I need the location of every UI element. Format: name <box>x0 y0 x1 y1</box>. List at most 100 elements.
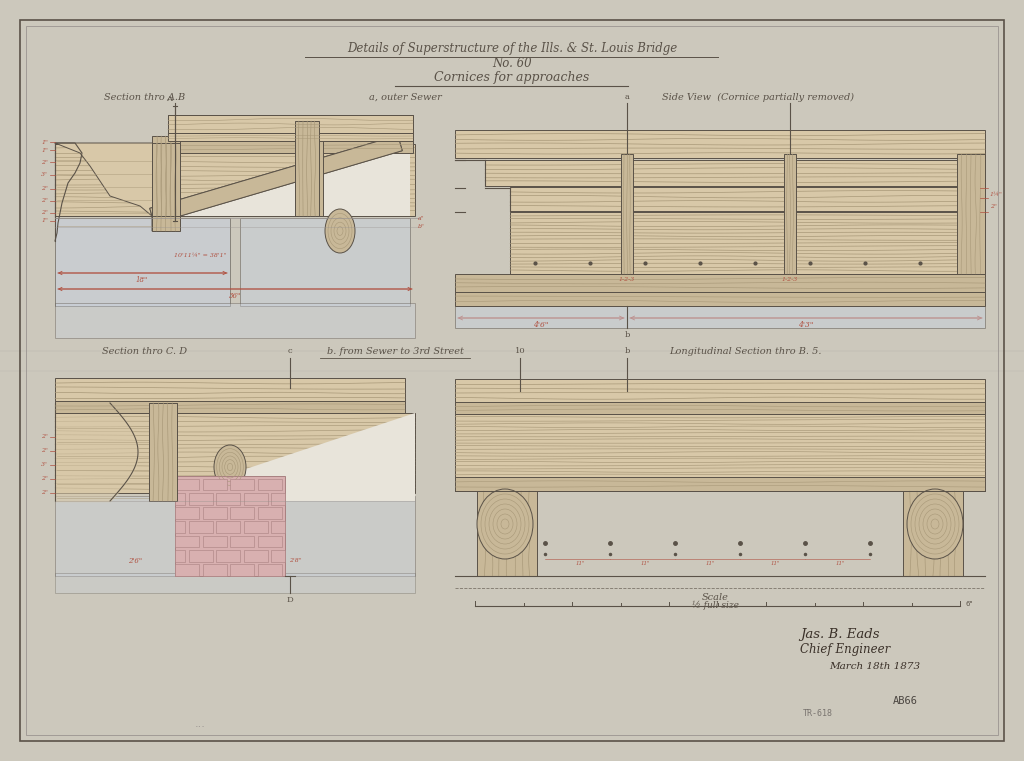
Bar <box>230 565 254 576</box>
Polygon shape <box>150 135 402 224</box>
Text: b. from Sewer to 3rd Street: b. from Sewer to 3rd Street <box>327 347 464 356</box>
Text: Section thro A.B: Section thro A.B <box>104 93 185 102</box>
Bar <box>295 121 319 216</box>
Text: 2": 2" <box>41 476 48 482</box>
Bar <box>230 479 254 490</box>
Bar <box>55 573 415 593</box>
Bar <box>455 477 985 491</box>
Text: 11": 11" <box>706 561 715 566</box>
Text: Longitudinal Section thro B. 5.: Longitudinal Section thro B. 5. <box>669 347 821 356</box>
Text: Cornices for approaches: Cornices for approaches <box>434 71 590 84</box>
Bar <box>216 493 241 505</box>
Polygon shape <box>150 135 402 224</box>
Text: 11": 11" <box>575 561 585 566</box>
Bar <box>168 141 413 153</box>
Text: b: b <box>625 331 630 339</box>
Text: 1-2-3: 1-2-3 <box>782 277 798 282</box>
Text: D: D <box>287 596 293 604</box>
Bar <box>903 491 963 576</box>
Text: ...: ... <box>195 719 206 729</box>
Text: 10: 10 <box>515 347 525 355</box>
Bar <box>244 521 268 533</box>
Bar <box>175 565 200 576</box>
Text: 2'8": 2'8" <box>289 559 301 563</box>
Bar <box>175 550 185 562</box>
Bar <box>957 154 985 274</box>
Text: March 18th 1873: March 18th 1873 <box>829 662 921 671</box>
Text: 2": 2" <box>41 160 48 164</box>
Bar <box>455 292 985 306</box>
Text: No. 60: No. 60 <box>493 57 531 70</box>
Bar <box>203 536 226 547</box>
Polygon shape <box>55 143 168 231</box>
Text: 1": 1" <box>41 148 48 152</box>
Text: ½ full size: ½ full size <box>691 601 738 610</box>
Text: Jas. B. Eads: Jas. B. Eads <box>800 628 880 641</box>
Bar <box>55 413 415 493</box>
Text: a": a" <box>418 215 425 221</box>
Bar <box>271 550 285 562</box>
Text: 6": 6" <box>965 601 973 607</box>
Text: Side View  (Cornice partially removed): Side View (Cornice partially removed) <box>662 93 854 102</box>
Bar <box>216 521 241 533</box>
Bar <box>257 507 282 519</box>
Ellipse shape <box>325 209 355 253</box>
Bar <box>244 493 268 505</box>
Bar <box>175 536 200 547</box>
Bar <box>271 493 285 505</box>
Bar <box>455 274 985 292</box>
Bar <box>150 403 177 501</box>
Bar <box>455 306 985 328</box>
Bar <box>203 565 226 576</box>
Text: 2": 2" <box>41 491 48 495</box>
Bar <box>295 116 323 216</box>
Bar <box>175 507 200 519</box>
Text: a: a <box>625 93 630 101</box>
Bar <box>203 479 226 490</box>
Bar <box>230 536 254 547</box>
Bar <box>230 507 254 519</box>
Bar <box>244 550 268 562</box>
Text: 11": 11" <box>836 561 845 566</box>
Text: b: b <box>625 347 630 355</box>
Ellipse shape <box>477 489 534 559</box>
Bar <box>152 136 180 231</box>
Text: A: A <box>166 95 172 103</box>
Text: TR-618: TR-618 <box>803 709 833 718</box>
Bar <box>485 160 985 186</box>
Text: 10'11¼" = 38'1": 10'11¼" = 38'1" <box>174 253 226 258</box>
Text: 4'3": 4'3" <box>799 321 814 329</box>
Text: Details of Superstructure of the Ills. & St. Louis Bridge: Details of Superstructure of the Ills. &… <box>347 42 677 55</box>
Text: 11": 11" <box>640 561 650 566</box>
Ellipse shape <box>907 489 963 559</box>
Bar <box>257 565 282 576</box>
Bar <box>188 550 213 562</box>
Text: 2": 2" <box>41 186 48 192</box>
Text: 3": 3" <box>41 463 48 467</box>
Bar <box>175 521 185 533</box>
Bar <box>621 154 633 274</box>
Bar <box>477 491 537 576</box>
Text: b": b" <box>418 224 425 230</box>
Bar <box>455 130 985 158</box>
Bar <box>240 218 410 306</box>
Text: 3": 3" <box>41 173 48 177</box>
Bar <box>55 303 415 338</box>
Text: AB66: AB66 <box>893 696 918 706</box>
Bar <box>168 115 413 143</box>
Text: 2": 2" <box>41 435 48 440</box>
Bar <box>168 133 413 141</box>
Text: a, outer Sewer: a, outer Sewer <box>369 93 441 102</box>
Text: 36": 36" <box>229 292 241 300</box>
Bar <box>55 218 230 306</box>
Bar <box>175 476 285 576</box>
Text: 1": 1" <box>41 218 48 224</box>
Bar <box>455 414 985 478</box>
Bar <box>175 493 185 505</box>
Text: Scale: Scale <box>701 593 728 602</box>
Text: 2": 2" <box>41 448 48 454</box>
Bar <box>168 115 413 133</box>
Text: 1¼": 1¼" <box>990 192 1002 196</box>
Text: 2": 2" <box>990 205 997 209</box>
Bar <box>150 403 177 501</box>
